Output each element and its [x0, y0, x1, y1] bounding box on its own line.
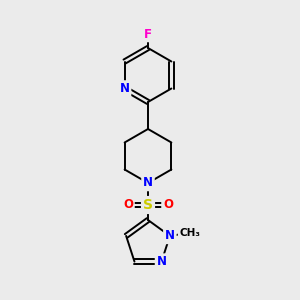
Text: N: N — [165, 230, 175, 242]
Text: O: O — [123, 199, 133, 212]
Text: N: N — [157, 255, 166, 268]
Text: N: N — [143, 176, 153, 190]
Text: S: S — [143, 198, 153, 212]
Text: N: N — [120, 82, 130, 95]
Text: O: O — [163, 199, 173, 212]
Text: F: F — [144, 28, 152, 40]
Text: CH₃: CH₃ — [179, 228, 200, 238]
